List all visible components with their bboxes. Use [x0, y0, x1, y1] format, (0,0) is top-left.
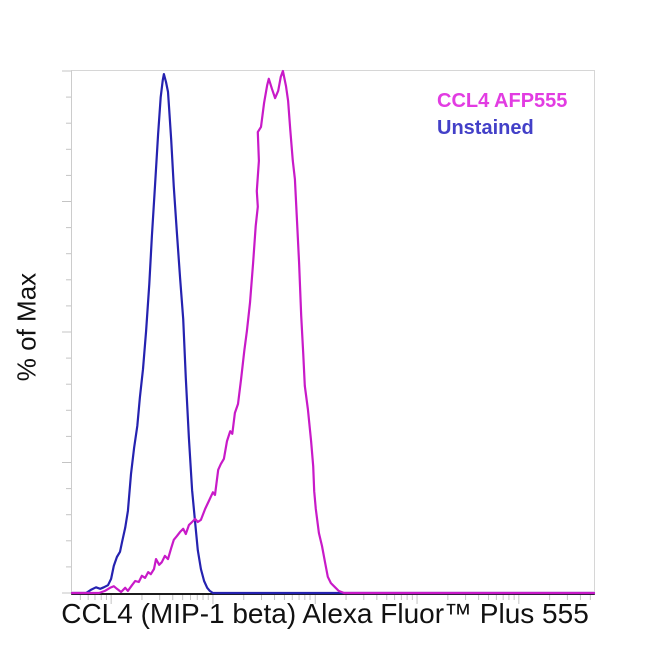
histogram-curve-ccl4-afp555 [70, 69, 596, 595]
y-axis-label: % of Max [11, 272, 42, 382]
histogram-curves-canvas [62, 69, 596, 604]
plot-area [62, 69, 596, 604]
legend: CCL4 AFP555 Unstained [437, 88, 567, 142]
histogram-curve-unstained [70, 72, 596, 595]
x-axis-label: CCL4 (MIP-1 beta) Alexa Fluor™ Plus 555 [61, 598, 589, 629]
legend-entry-unstained: Unstained [437, 117, 534, 139]
legend-entry-ccl4-afp555: CCL4 AFP555 [437, 90, 568, 112]
